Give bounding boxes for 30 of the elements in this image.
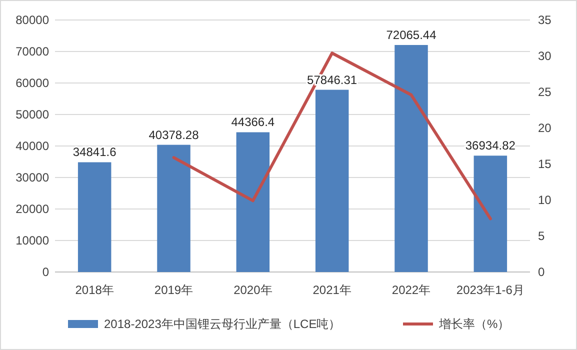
y2tick: 25 bbox=[538, 85, 552, 99]
ytick: 60000 bbox=[16, 76, 49, 90]
legend-label: 2018-2023年中国锂云母行业产量（LCE吨） bbox=[104, 317, 341, 331]
data-label: 36934.82 bbox=[465, 138, 516, 153]
ytick: 80000 bbox=[16, 13, 49, 27]
y2tick: 30 bbox=[538, 49, 552, 63]
ytick: 50000 bbox=[16, 108, 49, 122]
ytick: 20000 bbox=[16, 202, 49, 216]
xtick: 2022年 bbox=[392, 283, 431, 297]
y2tick: 20 bbox=[538, 121, 552, 135]
ytick: 0 bbox=[42, 265, 49, 279]
xtick: 2021年 bbox=[312, 283, 352, 297]
legend-label: 增长率（%） bbox=[439, 317, 510, 331]
ytick: 40000 bbox=[16, 139, 49, 153]
y2tick: 10 bbox=[538, 193, 552, 207]
data-label: 34841.6 bbox=[72, 145, 116, 160]
ytick: 10000 bbox=[16, 234, 49, 248]
xtick: 2023年1-6月 bbox=[456, 283, 524, 297]
y2tick: 0 bbox=[538, 265, 545, 279]
y2tick: 35 bbox=[538, 13, 552, 27]
ytick: 30000 bbox=[16, 170, 49, 184]
ytick: 70000 bbox=[16, 44, 49, 58]
xtick: 2018年 bbox=[75, 283, 114, 297]
xtick: 2019年 bbox=[154, 283, 194, 297]
y2tick: 5 bbox=[538, 229, 545, 243]
data-label: 40378.28 bbox=[148, 128, 199, 142]
y2tick: 15 bbox=[538, 157, 552, 171]
data-label: 44366.4 bbox=[231, 115, 275, 130]
xtick: 2020年 bbox=[234, 283, 272, 297]
data-label: 72065.44 bbox=[386, 28, 436, 42]
